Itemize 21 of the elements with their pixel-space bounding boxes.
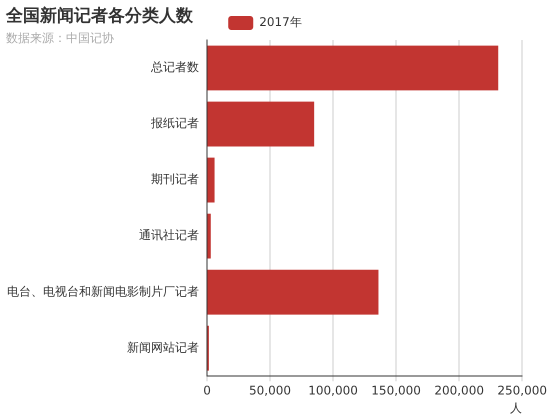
y-tick-label: 新闻网站记者 [127, 340, 199, 354]
y-tick-label: 电台、电视台和新闻电影制片厂记者 [7, 284, 199, 298]
bar [208, 158, 215, 202]
y-tick-label: 通讯社记者 [139, 228, 199, 242]
x-tick-label: 0 [203, 384, 211, 398]
bar [208, 46, 498, 90]
bar [208, 270, 378, 315]
chart-title: 全国新闻记者各分类人数 [6, 5, 193, 27]
x-tick-label: 250,000 [497, 384, 547, 398]
y-tick-label: 期刊记者 [151, 172, 199, 186]
y-tick-label: 报纸记者 [150, 116, 199, 130]
bar [208, 214, 211, 259]
x-tick-label: 50,000 [249, 384, 292, 398]
legend-label: 2017年 [259, 15, 302, 30]
text: 数据来源：中国记协 [6, 30, 114, 47]
x-axis-title: 人 [510, 400, 522, 415]
x-tick-label: 150,000 [371, 384, 421, 398]
y-tick-label: 总记者数 [150, 60, 199, 74]
bar [208, 102, 314, 146]
x-tick-label: 100,000 [308, 384, 358, 398]
x-tick-label: 200,000 [434, 384, 484, 398]
